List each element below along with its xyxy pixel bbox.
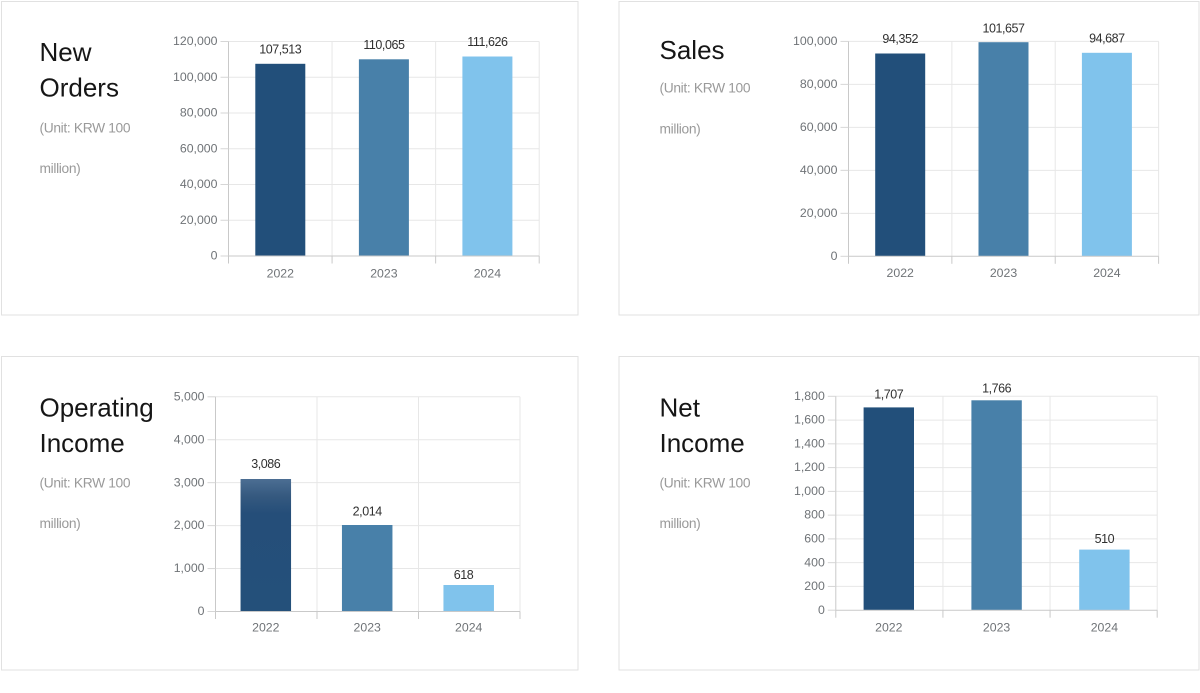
svg-text:107,513: 107,513 xyxy=(259,42,302,56)
svg-text:1,400: 1,400 xyxy=(794,436,825,450)
svg-text:4,000: 4,000 xyxy=(174,432,205,446)
svg-text:2,000: 2,000 xyxy=(174,518,205,532)
svg-text:100,000: 100,000 xyxy=(173,70,218,84)
svg-text:Income: Income xyxy=(40,428,125,458)
svg-text:20,000: 20,000 xyxy=(800,206,838,220)
svg-text:80,000: 80,000 xyxy=(180,106,218,120)
svg-text:2023: 2023 xyxy=(990,266,1018,280)
svg-text:2024: 2024 xyxy=(474,266,502,280)
svg-text:800: 800 xyxy=(804,508,825,522)
svg-text:111,626: 111,626 xyxy=(467,35,508,49)
svg-text:million): million) xyxy=(40,516,81,531)
svg-text:2024: 2024 xyxy=(455,620,483,634)
svg-text:2022: 2022 xyxy=(887,266,915,280)
svg-text:20,000: 20,000 xyxy=(180,213,218,227)
svg-text:1,600: 1,600 xyxy=(794,413,825,427)
svg-text:2024: 2024 xyxy=(1093,266,1121,280)
svg-text:New: New xyxy=(40,37,92,67)
svg-text:510: 510 xyxy=(1095,532,1115,546)
svg-text:1,800: 1,800 xyxy=(794,389,825,403)
svg-text:1,200: 1,200 xyxy=(794,460,825,474)
svg-text:600: 600 xyxy=(804,532,825,546)
svg-text:Operating: Operating xyxy=(40,392,154,422)
svg-text:2023: 2023 xyxy=(983,621,1011,635)
svg-text:94,687: 94,687 xyxy=(1089,31,1125,45)
svg-text:110,065: 110,065 xyxy=(363,38,405,52)
svg-text:0: 0 xyxy=(818,603,825,617)
svg-text:1,707: 1,707 xyxy=(874,388,904,402)
svg-text:618: 618 xyxy=(454,568,474,582)
svg-text:2022: 2022 xyxy=(875,621,903,635)
svg-text:5,000: 5,000 xyxy=(174,389,205,403)
svg-text:3,086: 3,086 xyxy=(251,457,281,471)
svg-text:2024: 2024 xyxy=(1091,621,1119,635)
svg-text:Orders: Orders xyxy=(40,73,119,103)
svg-text:94,352: 94,352 xyxy=(882,32,918,46)
svg-text:million): million) xyxy=(660,122,701,137)
svg-text:101,657: 101,657 xyxy=(982,22,1025,36)
svg-text:Income: Income xyxy=(660,428,745,458)
svg-text:80,000: 80,000 xyxy=(800,77,838,91)
svg-text:400: 400 xyxy=(804,555,825,569)
svg-text:60,000: 60,000 xyxy=(180,141,218,155)
svg-text:(Unit: KRW 100: (Unit: KRW 100 xyxy=(660,81,751,96)
svg-text:2,014: 2,014 xyxy=(353,504,383,518)
svg-text:(Unit: KRW 100: (Unit: KRW 100 xyxy=(660,476,751,491)
svg-text:1,766: 1,766 xyxy=(982,382,1012,396)
svg-text:0: 0 xyxy=(831,249,838,263)
svg-text:0: 0 xyxy=(211,249,218,263)
svg-text:2023: 2023 xyxy=(354,620,382,634)
svg-text:(Unit: KRW 100: (Unit: KRW 100 xyxy=(40,476,131,491)
svg-text:3,000: 3,000 xyxy=(174,475,205,489)
svg-text:100,000: 100,000 xyxy=(793,34,838,48)
svg-text:million): million) xyxy=(660,516,701,531)
svg-text:40,000: 40,000 xyxy=(800,163,838,177)
svg-text:1,000: 1,000 xyxy=(794,484,825,498)
svg-text:Sales: Sales xyxy=(660,35,725,65)
svg-text:2022: 2022 xyxy=(252,620,280,634)
svg-text:40,000: 40,000 xyxy=(180,177,218,191)
svg-text:200: 200 xyxy=(804,579,825,593)
svg-text:2023: 2023 xyxy=(370,266,398,280)
svg-text:120,000: 120,000 xyxy=(173,34,218,48)
svg-text:million): million) xyxy=(40,161,81,176)
svg-text:(Unit: KRW 100: (Unit: KRW 100 xyxy=(40,121,131,136)
svg-text:60,000: 60,000 xyxy=(800,120,838,134)
svg-text:Net: Net xyxy=(660,392,701,422)
svg-text:1,000: 1,000 xyxy=(174,561,205,575)
svg-text:2022: 2022 xyxy=(267,266,295,280)
svg-text:0: 0 xyxy=(198,604,205,618)
